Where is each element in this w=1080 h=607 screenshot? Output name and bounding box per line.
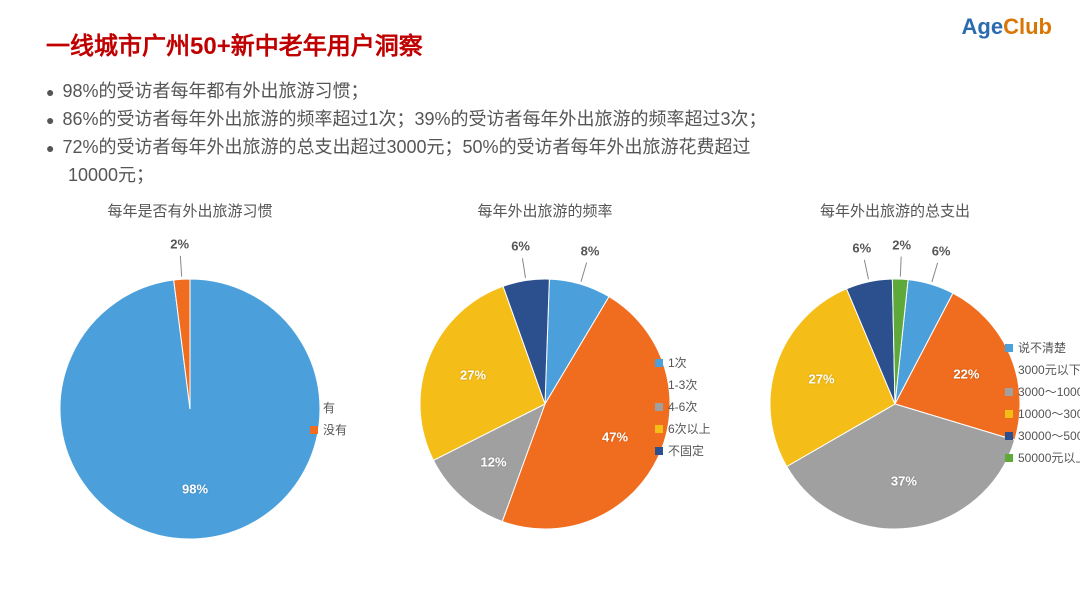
slice-label: 6% [511, 239, 530, 254]
pie-svg [30, 239, 350, 559]
legend-item: 不固定 [655, 442, 711, 459]
slice-label: 12% [481, 454, 507, 469]
legend-label: 1-3次 [668, 376, 697, 393]
legend-label: 4-6次 [668, 398, 697, 415]
slice-label: 37% [891, 473, 917, 488]
legend-label: 没有 [323, 421, 347, 438]
slice-label: 27% [460, 368, 486, 383]
legend-item: 50000元以上 [1005, 449, 1080, 466]
leader-line [864, 260, 868, 280]
legend-swatch [1005, 454, 1013, 462]
legend-swatch [1005, 366, 1013, 374]
slice-label: 6% [852, 240, 871, 255]
legend-swatch [655, 403, 663, 411]
bullet-item: 86%的受访者每年外出旅游的频率超过1次；39%的受访者每年外出旅游的频率超过3… [46, 106, 1040, 134]
legend-label: 6次以上 [668, 420, 711, 437]
brand-logo: AgeClub [962, 14, 1052, 40]
chart-legend: 有没有 [310, 394, 347, 443]
slice-label: 27% [809, 372, 835, 387]
bullet-item-cont: 10000元； [46, 162, 1040, 190]
legend-label: 3000～10000元 [1018, 383, 1080, 400]
legend-label: 30000～50000元 [1018, 427, 1080, 444]
pie-svg [740, 239, 1050, 549]
legend-swatch [655, 425, 663, 433]
legend-swatch [1005, 410, 1013, 418]
legend-label: 50000元以上 [1018, 449, 1080, 466]
legend-item: 3000～10000元 [1005, 383, 1080, 400]
legend-item: 3000元以下 [1005, 361, 1080, 378]
legend-label: 不固定 [668, 442, 704, 459]
legend-swatch [655, 447, 663, 455]
chart-spending: 每年外出旅游的总支出6%22%37%27%6%2%说不清楚3000元以下3000… [740, 200, 1050, 549]
bullet-list: 98%的受访者每年都有外出旅游习惯； 86%的受访者每年外出旅游的频率超过1次；… [46, 78, 1040, 190]
chart-title: 每年外出旅游的总支出 [820, 200, 970, 221]
legend-item: 30000～50000元 [1005, 427, 1080, 444]
charts-row: 每年是否有外出旅游习惯 98% 2% 有没有 每年外出旅游的频率 8% 47% 12% 27%… [0, 200, 1080, 607]
bullet-item: 72%的受访者每年外出旅游的总支出超过3000元；50%的受访者每年外出旅游花费… [46, 134, 1040, 162]
legend-swatch [655, 381, 663, 389]
leader-line [900, 257, 901, 277]
leader-line [522, 258, 525, 278]
leader-line [932, 263, 938, 282]
chart-habit: 每年是否有外出旅游习惯 98% 2% 有没有 [30, 200, 350, 559]
legend-swatch [1005, 388, 1013, 396]
chart-frequency: 每年外出旅游的频率8%47%12%27%6%1次1-3次4-6次6次以上不固定 [390, 200, 700, 549]
leader-line [180, 256, 181, 277]
legend-label: 10000～30000元 [1018, 405, 1080, 422]
legend-item: 6次以上 [655, 420, 711, 437]
legend-swatch [310, 404, 318, 412]
legend-item: 说不清楚 [1005, 339, 1080, 356]
bullet-item: 98%的受访者每年都有外出旅游习惯； [46, 78, 1040, 106]
legend-label: 说不清楚 [1018, 339, 1066, 356]
slice-label: 8% [581, 243, 600, 258]
slice-label: 47% [602, 430, 628, 445]
leader-line [581, 263, 587, 282]
legend-item: 4-6次 [655, 398, 711, 415]
legend-label: 3000元以下 [1018, 361, 1080, 378]
legend-swatch [655, 359, 663, 367]
legend-label: 有 [323, 399, 335, 416]
slice-label: 22% [953, 366, 979, 381]
legend-item: 10000～30000元 [1005, 405, 1080, 422]
chart-legend: 1次 1-3次 4-6次 6次以上不固定 [655, 349, 711, 464]
legend-item: 有 [310, 399, 347, 416]
logo-part2: Club [1003, 14, 1052, 39]
pie-svg [390, 239, 700, 549]
slice-label: 2% [892, 237, 911, 252]
legend-swatch [310, 426, 318, 434]
legend-item: 1-3次 [655, 376, 711, 393]
legend-item: 没有 [310, 421, 347, 438]
chart-title: 每年外出旅游的频率 [477, 200, 612, 221]
legend-swatch [1005, 432, 1013, 440]
legend-item: 1次 [655, 354, 711, 371]
chart-legend: 说不清楚 3000元以下 3000～10000元 10000～30000元 30000～… [1005, 334, 1080, 471]
slice-label: 2% [170, 236, 189, 251]
legend-label: 1次 [668, 354, 687, 371]
page-title: 一线城市广州50+新中老年用户洞察 [46, 26, 423, 61]
chart-title: 每年是否有外出旅游习惯 [107, 200, 272, 221]
legend-swatch [1005, 344, 1013, 352]
logo-part1: Age [962, 14, 1004, 39]
slice-label: 6% [932, 244, 951, 259]
slice-label: 98% [182, 482, 208, 497]
